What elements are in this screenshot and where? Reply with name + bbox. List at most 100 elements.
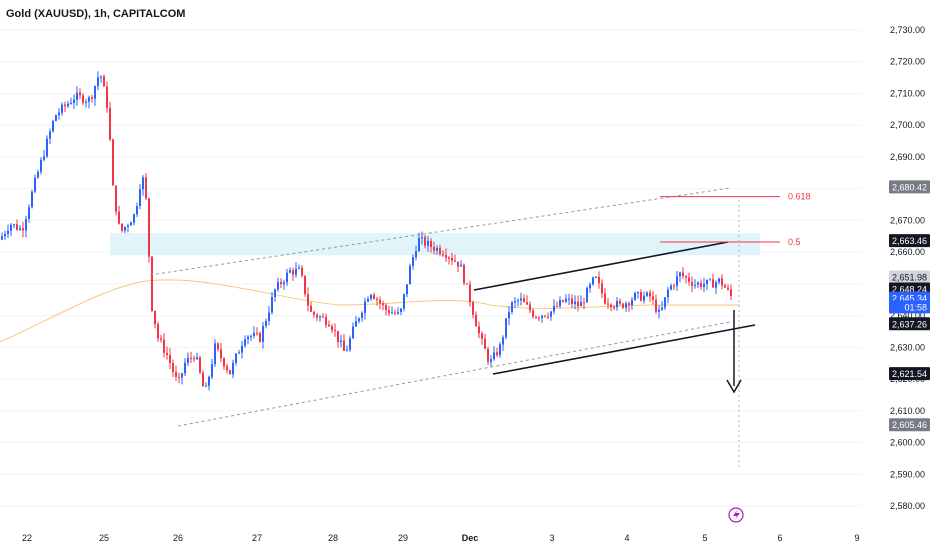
candle-body	[406, 284, 408, 295]
y-tick-label: 2,600.00	[890, 438, 925, 448]
candle-body	[265, 320, 267, 327]
candle-body	[550, 311, 552, 317]
candle-body	[493, 352, 495, 360]
candle-body	[154, 310, 156, 325]
candle-body	[124, 226, 126, 231]
candle-body	[442, 253, 444, 256]
candle-body	[580, 302, 582, 307]
candle-body	[169, 354, 171, 363]
price-label-bg	[889, 180, 930, 194]
candle-body	[283, 282, 285, 285]
candle-body	[448, 257, 450, 259]
candle-body	[274, 289, 276, 297]
candle-body	[214, 343, 216, 365]
candle-body	[682, 272, 684, 277]
candle-body	[574, 301, 576, 305]
candle-body	[34, 177, 36, 192]
candle-body	[541, 315, 543, 318]
candle-body	[334, 330, 336, 332]
candle-body	[73, 99, 75, 103]
candle-body	[496, 352, 498, 356]
candle-body	[43, 156, 45, 160]
channel-lower-dashed	[177, 321, 731, 427]
candle-body	[178, 376, 180, 378]
target-arrow-head	[726, 379, 742, 394]
candle-body	[685, 276, 687, 278]
candle-body	[559, 300, 561, 307]
candle-body	[517, 300, 519, 302]
candle-body	[460, 264, 462, 267]
candle-body	[385, 305, 387, 311]
candle-body	[172, 362, 174, 372]
candle-body	[253, 332, 255, 336]
candle-body	[28, 207, 30, 219]
candle-body	[337, 330, 339, 343]
candle-body	[1, 236, 3, 240]
candle-body	[127, 225, 129, 227]
x-tick-label: 25	[99, 533, 109, 543]
candle-body	[634, 292, 636, 300]
candle-body	[148, 198, 150, 257]
candle-body	[94, 86, 96, 99]
candle-body	[463, 264, 465, 284]
price-label-bg	[889, 317, 930, 331]
candle-body	[190, 357, 192, 359]
x-tick-label: Dec	[462, 533, 479, 543]
y-tick-label: 2,720.00	[890, 57, 925, 67]
candle-body	[196, 357, 198, 359]
candle-body	[508, 311, 510, 319]
candle-body	[370, 294, 372, 299]
x-tick-label: 5	[702, 533, 707, 543]
candle-body	[535, 316, 537, 318]
candle-body	[514, 300, 516, 303]
candle-body	[547, 316, 549, 318]
candle-body	[409, 265, 411, 285]
candle-body	[610, 304, 612, 308]
candle-body	[340, 340, 342, 343]
candle-body	[313, 311, 315, 315]
candle-body	[22, 228, 24, 231]
price-label: 2,637.26	[892, 319, 927, 329]
price-label: 2,645.34	[892, 294, 927, 304]
candle-body	[58, 112, 60, 116]
candle-body	[427, 240, 429, 246]
y-tick-label: 2,670.00	[890, 215, 925, 225]
candle-body	[226, 366, 228, 371]
candle-body	[175, 371, 177, 377]
candle-body	[76, 92, 78, 100]
candle-body	[355, 321, 357, 327]
candle-body	[598, 276, 600, 284]
candle-body	[46, 138, 48, 157]
candle-body	[49, 131, 51, 139]
candle-body	[571, 298, 573, 305]
candle-body	[616, 300, 618, 308]
candle-body	[298, 267, 300, 269]
candle-body	[7, 230, 9, 234]
candle-body	[415, 251, 417, 258]
candle-body	[211, 364, 213, 377]
candle-body	[565, 298, 567, 302]
price-label: 2,663.46	[892, 236, 927, 246]
candle-body	[358, 318, 360, 322]
candle-body	[502, 337, 504, 345]
price-label: 2,648.24	[892, 284, 927, 294]
candle-body	[526, 302, 528, 305]
candle-body	[40, 159, 42, 172]
x-tick-label: 3	[549, 533, 554, 543]
candle-body	[652, 296, 654, 300]
candle-body	[478, 326, 480, 334]
candle-body	[670, 285, 672, 290]
price-label: 2,651.98	[892, 273, 927, 283]
candle-body	[295, 268, 297, 275]
candle-body	[712, 279, 714, 288]
candle-body	[499, 344, 501, 356]
candle-body	[643, 295, 645, 301]
y-tick-label: 2,700.00	[890, 120, 925, 130]
candle-body	[202, 372, 204, 387]
candle-body	[430, 240, 432, 248]
candle-body	[400, 308, 402, 313]
candle-body	[451, 257, 453, 261]
candle-body	[262, 326, 264, 342]
